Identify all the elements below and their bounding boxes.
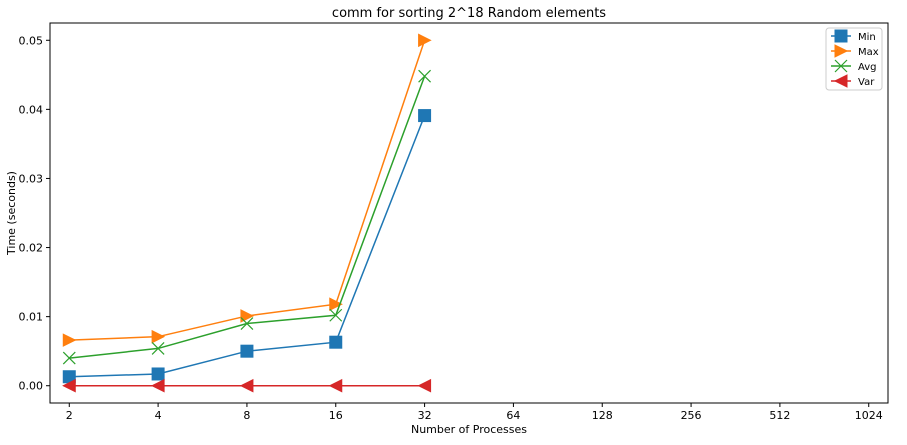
x-tick-label: 512	[769, 409, 790, 422]
x-tick-label: 4	[155, 409, 162, 422]
x-tick-label: 32	[418, 409, 432, 422]
data-point-max	[62, 333, 77, 347]
y-tick-label: 0.04	[19, 103, 44, 116]
y-axis-title: Time (seconds)	[5, 171, 18, 256]
legend: Min Max Avg Var	[825, 27, 883, 91]
data-point-avg	[240, 317, 254, 330]
data-point-var	[239, 378, 254, 393]
plot-frame	[49, 22, 889, 404]
x-tick-label: 16	[329, 409, 343, 422]
data-point-var	[150, 378, 165, 393]
x-tick-label: 64	[506, 409, 520, 422]
x-tick-label: 128	[592, 409, 613, 422]
y-tick-label: 0.00	[19, 380, 44, 393]
series-layer	[62, 33, 432, 393]
legend-label-var: Var	[858, 77, 875, 88]
series-var	[62, 378, 432, 393]
x-axis-title: Number of Processes	[411, 423, 527, 436]
legend-label-max: Max	[858, 47, 879, 58]
data-point-avg	[329, 308, 343, 322]
data-point-avg	[418, 69, 432, 83]
legend-label-min: Min	[858, 32, 876, 43]
y-axis: 0.00 0.01 0.02 0.03 0.04 0.05	[19, 34, 50, 393]
series-avg	[62, 69, 432, 365]
data-point-min	[240, 344, 254, 358]
data-point-var	[417, 378, 432, 393]
y-tick-label: 0.02	[19, 242, 44, 255]
x-axis: 2 4 8 16 32 64 128 256 512 1024	[66, 403, 883, 422]
data-point-avg	[62, 351, 76, 365]
legend-marker-avg	[834, 59, 848, 73]
data-point-min	[151, 367, 165, 381]
y-tick-label: 0.05	[19, 34, 44, 47]
chart-title: comm for sorting 2^18 Random elements	[332, 6, 606, 21]
y-tick-label: 0.01	[19, 311, 44, 324]
data-point-min	[329, 335, 343, 349]
data-point-var	[328, 378, 343, 393]
x-tick-label: 1024	[855, 409, 883, 422]
data-point-max	[418, 33, 432, 48]
legend-box	[825, 27, 883, 91]
data-point-max	[151, 329, 166, 344]
legend-label-avg: Avg	[858, 62, 877, 73]
x-tick-label: 8	[243, 409, 250, 422]
legend-marker-var	[833, 74, 848, 88]
y-tick-label: 0.03	[19, 172, 44, 185]
data-point-max	[329, 297, 343, 312]
x-tick-label: 2	[66, 409, 73, 422]
data-point-var	[62, 378, 76, 393]
series-max	[62, 33, 432, 347]
data-point-max	[240, 309, 255, 323]
series-min	[62, 109, 432, 384]
data-point-min	[418, 109, 432, 123]
x-tick-label: 256	[681, 409, 702, 422]
data-point-avg	[151, 341, 165, 355]
legend-marker-min	[834, 29, 848, 43]
legend-marker-max	[834, 44, 849, 58]
